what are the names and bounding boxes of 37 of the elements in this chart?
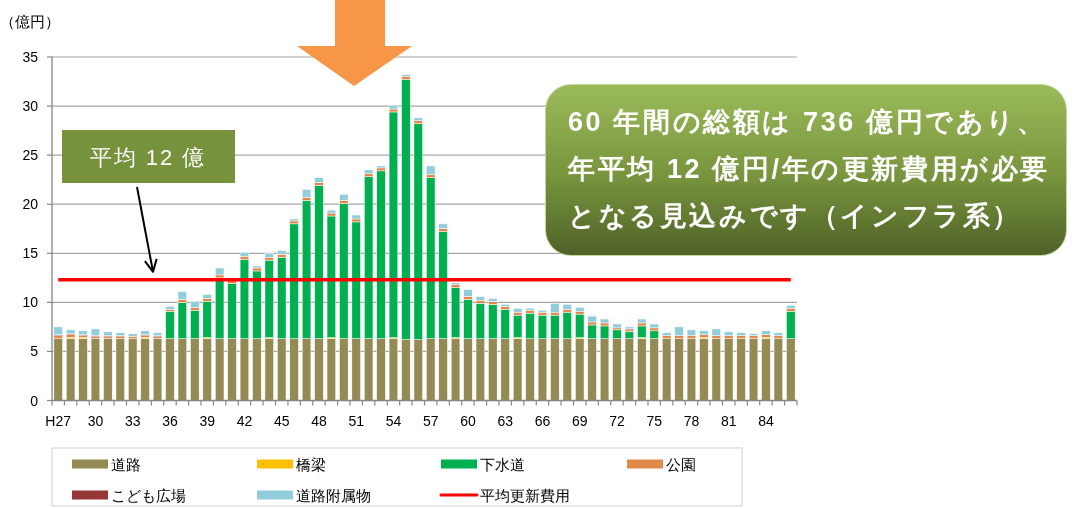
legend-label: 下水道 — [480, 455, 525, 473]
y-tick-label: 25 — [22, 147, 39, 164]
y-tick-label: 20 — [22, 196, 39, 213]
x-tick-label: 66 — [534, 412, 551, 429]
x-tick-label: H27 — [45, 412, 72, 429]
x-tick-label: 48 — [311, 412, 327, 429]
legend-label: こども広場 — [111, 486, 186, 504]
x-tick-label: 54 — [385, 412, 402, 429]
x-tick-label: 81 — [720, 412, 737, 429]
y-tick-label: 5 — [30, 343, 39, 360]
x-tick-label: 60 — [460, 412, 476, 429]
x-tick-label: 39 — [199, 412, 216, 429]
legend-label: 橋梁 — [296, 455, 326, 473]
legend-label: 平均更新費用 — [480, 486, 570, 504]
x-tick-label: 45 — [273, 412, 290, 429]
y-tick-label: 30 — [22, 98, 39, 115]
legend-label: 公園 — [666, 455, 696, 473]
x-tick-label: 75 — [646, 412, 663, 429]
x-tick-label: 69 — [571, 412, 588, 429]
y-tick-label: 0 — [30, 392, 39, 409]
x-tick-label: 84 — [758, 412, 774, 429]
x-tick-label: 33 — [124, 412, 141, 429]
y-tick-label: 15 — [22, 245, 39, 262]
x-tick-label: 78 — [683, 412, 700, 429]
legend-label: 道路附属物 — [296, 486, 371, 504]
x-tick-label: 63 — [497, 412, 514, 429]
x-tick-label: 72 — [609, 412, 625, 429]
y-tick-label: 35 — [22, 49, 39, 65]
annotation: 平均 12 億 — [89, 144, 207, 170]
y-tick-label: 10 — [22, 294, 39, 311]
x-tick-label: 57 — [422, 412, 439, 429]
x-tick-label: 42 — [236, 412, 253, 429]
x-tick-label: 51 — [348, 412, 365, 429]
legend-label: 道路 — [111, 455, 141, 473]
y-axis-title: （億円） — [0, 13, 60, 30]
x-tick-label: 30 — [87, 412, 104, 429]
x-tick-label: 36 — [162, 412, 178, 429]
